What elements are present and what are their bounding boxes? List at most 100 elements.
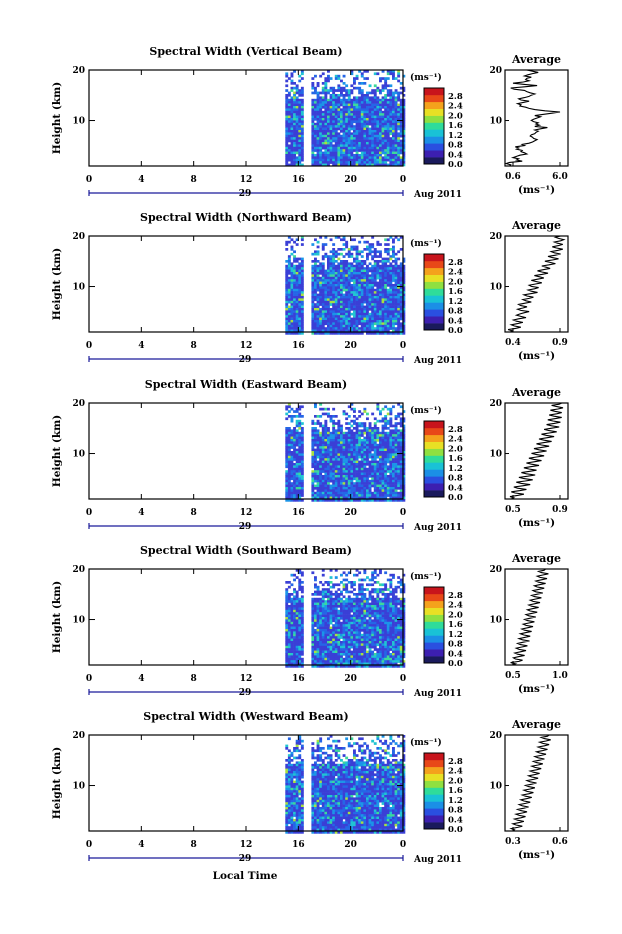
heatmap-cell (350, 135, 353, 138)
heatmap-cell (348, 104, 351, 107)
heatmap-cell (327, 279, 330, 282)
heatmap-cell (285, 272, 288, 275)
heatmap-cell (379, 480, 382, 483)
heatmap-cell (314, 308, 317, 311)
heatmap-cell (371, 461, 374, 464)
heatmap-cell (340, 137, 343, 140)
average-x-tick-label: 0.9 (552, 505, 568, 515)
heatmap-cell (369, 84, 372, 87)
heatmap-cell (369, 451, 372, 454)
heatmap-cell (366, 451, 369, 454)
heatmap-cell (301, 152, 304, 155)
heatmap-cell (392, 432, 395, 435)
heatmap-cell (343, 446, 346, 449)
heatmap-cell (296, 147, 299, 150)
heatmap-cell (327, 301, 330, 304)
heatmap-cell (384, 588, 387, 591)
heatmap-cell (397, 142, 400, 145)
heatmap-cell (293, 306, 296, 309)
heatmap-cell (288, 610, 291, 613)
heatmap-cell (314, 116, 317, 119)
heatmap-cell (335, 156, 338, 159)
heatmap-cell (353, 600, 356, 603)
heatmap-cell (322, 274, 325, 277)
heatmap-cell (369, 492, 372, 495)
heatmap-cell (327, 147, 330, 150)
heatmap-cell (332, 156, 335, 159)
heatmap-cell (285, 603, 288, 606)
heatmap-cell (350, 284, 353, 287)
heatmap-cell (343, 468, 346, 471)
heatmap-cell (384, 468, 387, 471)
heatmap-cell (288, 612, 291, 615)
heatmap-cell (330, 444, 333, 447)
heatmap-cell (389, 144, 392, 147)
heatmap-cell (311, 434, 314, 437)
heatmap-cell (392, 267, 395, 270)
heatmap-cell (400, 265, 403, 268)
heatmap-cell (384, 446, 387, 449)
heatmap-cell (301, 598, 304, 601)
heatmap-cell (358, 461, 361, 464)
heatmap-cell (319, 468, 322, 471)
heatmap-cell (319, 267, 322, 270)
average-y-tick-label: 20 (489, 399, 502, 409)
colorbar-segment (424, 442, 444, 449)
heatmap-cell (291, 420, 294, 423)
heatmap-cell (291, 446, 294, 449)
heatmap-cell (317, 294, 320, 297)
heatmap-cell (361, 159, 364, 162)
heatmap-cell (330, 87, 333, 90)
heatmap-cell (397, 468, 400, 471)
heatmap-cell (376, 327, 379, 330)
heatmap-cell (343, 310, 346, 313)
heatmap-cell (356, 449, 359, 452)
heatmap-cell (356, 432, 359, 435)
heatmap-cell (384, 441, 387, 444)
heatmap-cell (335, 144, 338, 147)
heatmap-cell (327, 487, 330, 490)
heatmap-cell (337, 87, 340, 90)
heatmap-cell (337, 458, 340, 461)
heatmap-cell (392, 284, 395, 287)
heatmap-cell (288, 617, 291, 620)
heatmap-cell (319, 458, 322, 461)
heatmap-cell (298, 125, 301, 128)
heatmap-cell (389, 258, 392, 261)
heatmap-cell (327, 468, 330, 471)
heatmap-cell (340, 296, 343, 299)
heatmap-cell (361, 583, 364, 586)
heatmap-cell (356, 156, 359, 159)
heatmap-cell (356, 142, 359, 145)
heatmap-cell (288, 325, 291, 328)
heatmap-cell (353, 128, 356, 131)
heatmap-cell (345, 451, 348, 454)
heatmap-cell (397, 465, 400, 468)
heatmap-cell (353, 282, 356, 285)
heatmap-cell (361, 461, 364, 464)
heatmap-cell (389, 456, 392, 459)
heatmap-cell (350, 262, 353, 265)
heatmap-cell (293, 156, 296, 159)
heatmap-cell (301, 427, 304, 430)
heatmap-cell (298, 461, 301, 464)
heatmap-cell (400, 477, 403, 480)
heatmap-cell (366, 576, 369, 579)
heatmap-cell (356, 477, 359, 480)
heatmap-cell (348, 451, 351, 454)
heatmap-cell (298, 427, 301, 430)
heatmap-cell (291, 135, 294, 138)
heatmap-cell (296, 270, 299, 273)
heatmap-cell (387, 289, 390, 292)
heatmap-cell (340, 147, 343, 150)
heatmap-cell (293, 294, 296, 297)
heatmap-cell (376, 144, 379, 147)
heatmap-cell (379, 279, 382, 282)
heatmap-cell (317, 120, 320, 123)
heatmap-cell (384, 106, 387, 109)
heatmap-cell (301, 461, 304, 464)
heatmap-cell (293, 473, 296, 476)
heatmap-cell (358, 101, 361, 104)
heatmap-cell (371, 147, 374, 150)
